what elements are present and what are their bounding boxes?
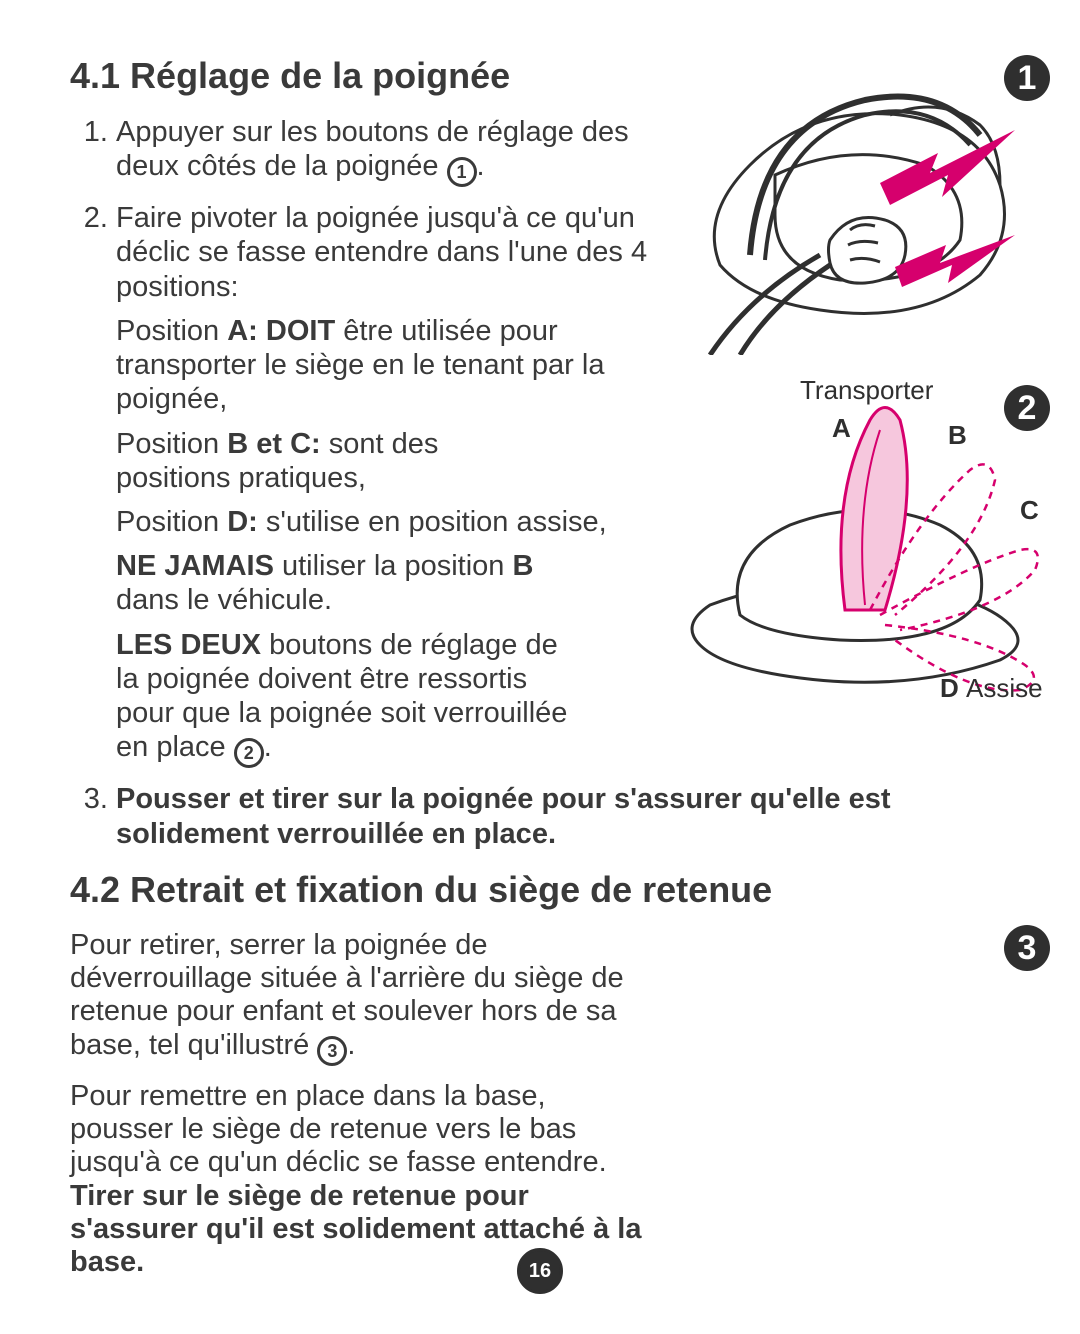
para-attach: Pour remettre en place dans la base, pou… [70, 1080, 650, 1280]
label-transporter: Transporter [800, 375, 933, 406]
figure-3: 3 [720, 925, 1050, 985]
manual-page: 4.1 Réglage de la poignée Appuyer sur le… [0, 0, 1080, 1334]
both-buttons: LES DEUX boutons de réglage de la poigné… [116, 628, 576, 769]
page-number: 16 [517, 1248, 563, 1294]
figure-1: 1 [680, 55, 1050, 355]
position-bc: Position B et C: sont des positions prat… [116, 427, 546, 495]
figure-3-badge: 3 [1004, 925, 1050, 971]
step-1: Appuyer sur les boutons de réglage des d… [116, 115, 670, 187]
step-2: Faire pivoter la poignée jusqu'à ce qu'u… [116, 201, 670, 768]
position-d: Position D: s'utilise en position assise… [116, 505, 670, 539]
label-C: C [1020, 495, 1039, 526]
handle-positions-icon [670, 375, 1050, 715]
label-D: D [940, 673, 959, 704]
label-A: A [832, 413, 851, 444]
heading-4-1: 4.1 Réglage de la poignée [70, 55, 670, 97]
step-3: Pousser et tirer sur la poignée pour s'a… [116, 782, 986, 850]
section-4-1: 4.1 Réglage de la poignée Appuyer sur le… [70, 55, 670, 851]
label-assise: Assise [966, 673, 1043, 704]
heading-4-2: 4.2 Retrait et fixation du siège de rete… [70, 869, 1010, 911]
para-remove: Pour retirer, serrer la poignée de déver… [70, 929, 650, 1066]
ref-2-icon: 2 [234, 738, 264, 768]
label-B: B [948, 420, 967, 451]
position-a: Position A: DOIT être utilisée pour tran… [116, 314, 606, 417]
figure-2-badge: 2 [1004, 385, 1050, 431]
carseat-handle-press-icon [680, 55, 1050, 355]
ref-3-icon: 3 [317, 1036, 347, 1066]
never-warning: NE JAMAIS utiliser la position B dans le… [116, 549, 576, 617]
steps-list-4-1: Appuyer sur les boutons de réglage des d… [70, 115, 670, 851]
ref-1-icon: 1 [447, 157, 477, 187]
figure-2: 2 Transporter A B C D Assise [670, 375, 1050, 715]
figure-1-badge: 1 [1004, 55, 1050, 101]
